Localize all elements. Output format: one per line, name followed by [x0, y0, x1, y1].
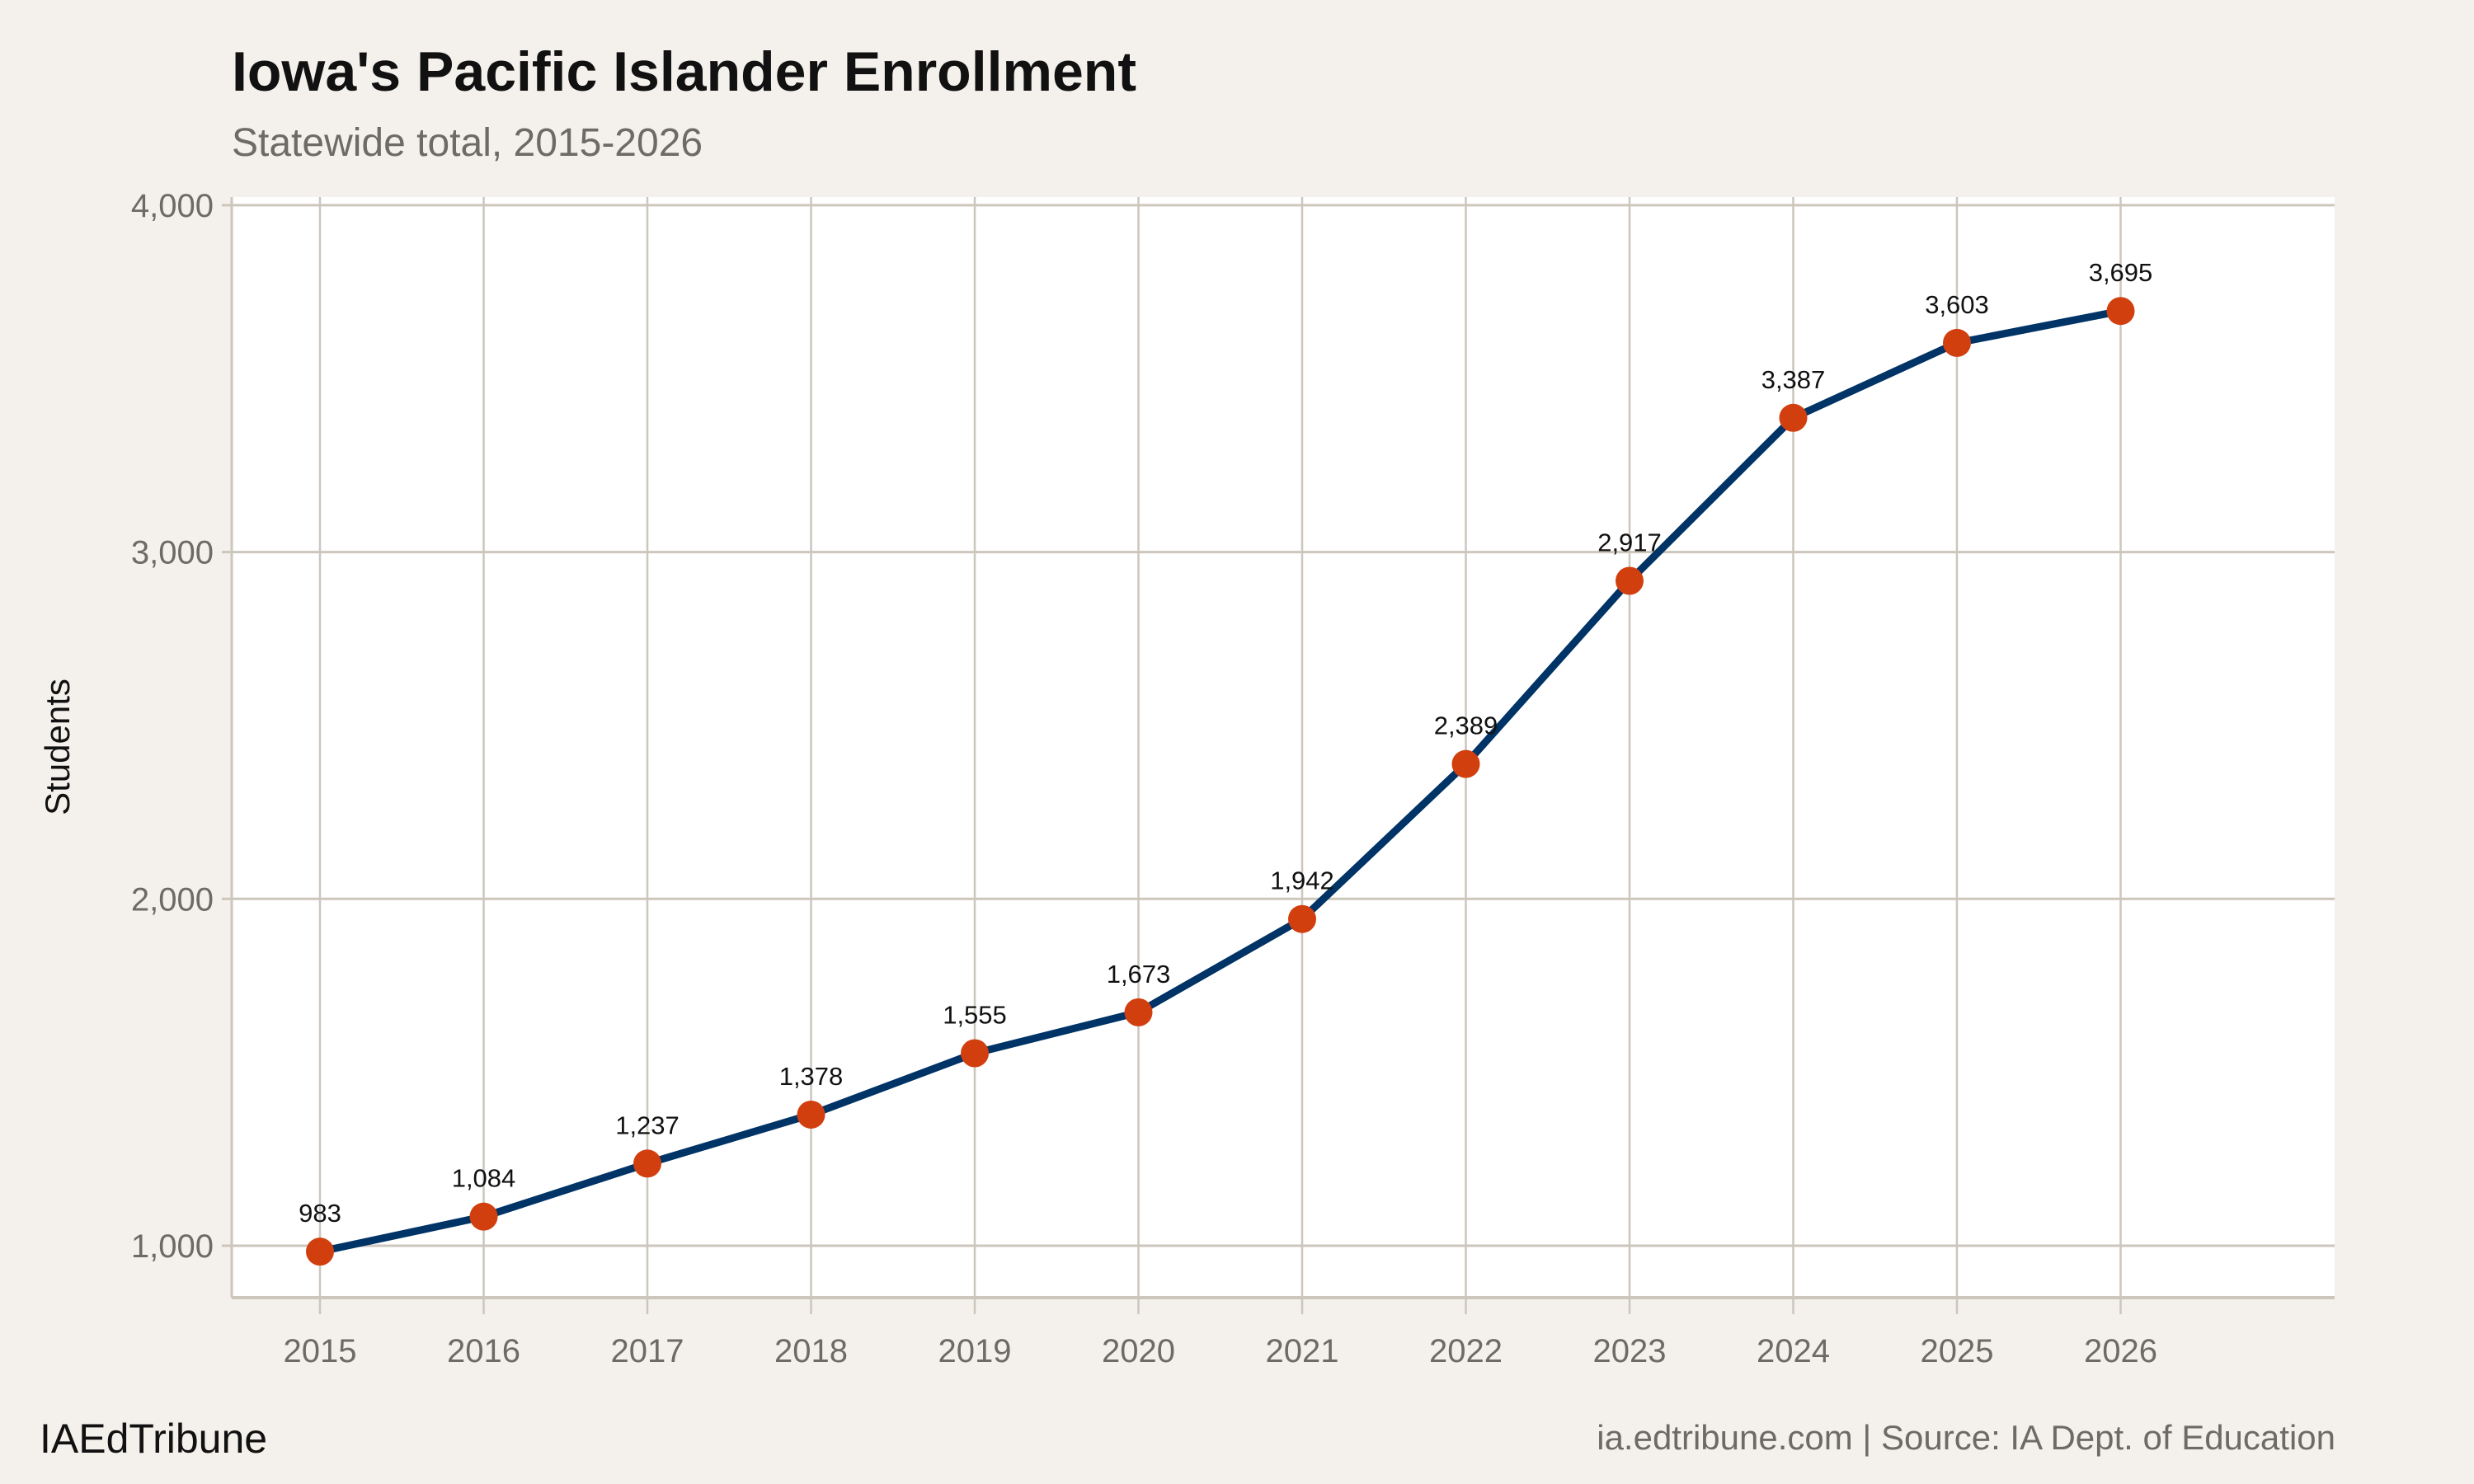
data-label: 1,673 [1107, 960, 1171, 989]
x-tick-label: 2018 [774, 1333, 848, 1369]
data-label: 1,942 [1270, 866, 1334, 895]
y-tick-label: 2,000 [131, 881, 214, 918]
data-label: 1,084 [452, 1164, 516, 1193]
data-point [797, 1100, 825, 1129]
data-point [961, 1039, 989, 1068]
data-point [469, 1202, 498, 1231]
x-tick-label: 2022 [1429, 1333, 1503, 1369]
source-note: ia.edtribune.com | Source: IA Dept. of E… [1597, 1418, 2335, 1457]
x-tick-label: 2021 [1266, 1333, 1339, 1369]
data-point [2106, 297, 2135, 326]
x-tick-label: 2023 [1593, 1333, 1667, 1369]
data-label: 1,237 [615, 1111, 680, 1139]
data-point [306, 1237, 334, 1266]
x-tick-label: 2019 [938, 1333, 1012, 1369]
x-tick-label: 2024 [1757, 1333, 1830, 1369]
x-tick-label: 2020 [1102, 1333, 1175, 1369]
data-label: 3,603 [1925, 290, 1989, 319]
chart-subtitle: Statewide total, 2015-2026 [232, 121, 703, 165]
chart-title: Iowa's Pacific Islander Enrollment [232, 40, 1136, 103]
data-point [1779, 403, 1808, 432]
x-tick-label: 2017 [611, 1333, 684, 1369]
data-point [1451, 749, 1480, 778]
data-point [1288, 904, 1316, 933]
data-point [633, 1149, 661, 1178]
data-label: 1,555 [943, 1001, 1007, 1030]
x-tick-label: 2026 [2084, 1333, 2157, 1369]
data-label: 2,917 [1597, 528, 1662, 557]
data-point [1616, 566, 1644, 595]
series-line [319, 307, 2122, 1256]
plot-panel [232, 197, 2335, 1298]
y-axis-title: Students [38, 679, 77, 815]
data-label: 1,378 [779, 1062, 844, 1091]
y-tick-label: 4,000 [131, 188, 214, 224]
y-tick-label: 1,000 [131, 1228, 214, 1265]
data-point [1943, 328, 1971, 357]
data-point [1124, 998, 1153, 1026]
data-label: 3,387 [1761, 365, 1826, 394]
brand-label: IAEdTribune [40, 1416, 268, 1462]
data-label: 983 [299, 1199, 341, 1228]
y-tick-label: 3,000 [131, 535, 214, 571]
x-tick-label: 2025 [1921, 1333, 1994, 1369]
data-label: 2,389 [1434, 711, 1498, 740]
data-label: 3,695 [2089, 258, 2153, 287]
x-tick-label: 2015 [284, 1333, 357, 1369]
x-tick-label: 2016 [447, 1333, 520, 1369]
